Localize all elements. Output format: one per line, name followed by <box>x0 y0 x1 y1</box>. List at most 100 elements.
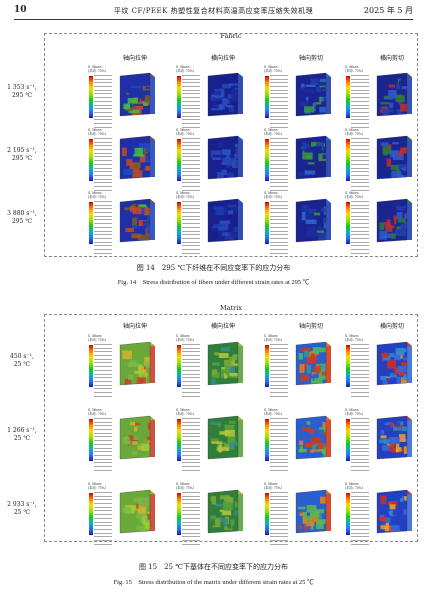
strain-rate-label: 450 s⁻¹, <box>10 353 34 360</box>
legend-ticks <box>182 75 200 130</box>
fig14-column-header: 横向拉伸 <box>210 55 235 62</box>
legend-title: S, Mises <box>176 191 190 195</box>
legend-colorbar <box>177 345 181 387</box>
stress-legend: S, Mises (平均: 75%) <box>345 191 372 254</box>
legend-subtitle: (平均: 75%) <box>264 337 283 342</box>
fig15-stress-plot: S, Mises (平均: 75%) <box>264 482 337 545</box>
legend-subtitle: (平均: 75%) <box>345 131 364 136</box>
fig14-specimen-contour <box>204 196 246 244</box>
stress-legend: S, Mises (平均: 75%) <box>264 482 291 545</box>
figure-15-caption-en: Fig. 15 Stress distribution of the matri… <box>113 579 314 586</box>
fig15-specimen-contour <box>292 413 334 461</box>
stress-legend: S, Mises (平均: 75%) <box>176 482 203 545</box>
legend-ticks <box>182 418 200 473</box>
temperature-label: 25 ℃ <box>13 509 31 516</box>
legend-ticks <box>351 344 369 399</box>
fig14-stress-plot: S, Mises (平均: 75%) <box>264 128 337 191</box>
figure-15-caption-cn: 图 15 25 ℃下基体在不同应变率下的应力分布 <box>138 563 289 571</box>
legend-colorbar <box>89 139 93 181</box>
fig15-column-header: 轴向拉伸 <box>122 323 147 330</box>
legend-ticks <box>94 492 112 547</box>
figure-15-panel-title: Matrix <box>220 304 242 312</box>
temperature-label: 25 ℃ <box>13 361 31 368</box>
figure-14-caption-cn: 图 14 295 ℃下纤维在不同应变率下的应力分布 <box>136 264 291 272</box>
fig14-specimen-contour <box>116 196 158 244</box>
fig14-row-label: 1 353 s⁻¹, 295 ℃ <box>0 84 44 100</box>
legend-title: S, Mises <box>345 334 359 338</box>
legend-ticks <box>270 138 288 193</box>
legend-ticks <box>351 201 369 256</box>
stress-legend: S, Mises (平均: 75%) <box>88 191 115 254</box>
legend-subtitle: (平均: 75%) <box>88 485 107 490</box>
legend-colorbar <box>346 345 350 387</box>
legend-subtitle: (平均: 75%) <box>88 131 107 136</box>
fig15-stress-plot: S, Mises (平均: 75%) <box>345 482 418 545</box>
stress-legend: S, Mises (平均: 75%) <box>88 482 115 545</box>
legend-subtitle: (平均: 75%) <box>345 337 364 342</box>
fig15-stress-plot: S, Mises (平均: 75%) <box>88 334 161 397</box>
legend-colorbar <box>346 419 350 461</box>
legend-title: S, Mises <box>345 482 359 486</box>
fig14-row-label: 3 880 s⁻¹, 295 ℃ <box>0 210 44 226</box>
legend-title: S, Mises <box>176 128 190 132</box>
legend-ticks <box>270 492 288 547</box>
legend-colorbar <box>89 345 93 387</box>
fig15-row-label: 450 s⁻¹, 25 ℃ <box>0 353 44 369</box>
stress-legend: S, Mises (平均: 75%) <box>88 408 115 471</box>
fig15-specimen-contour <box>116 487 158 535</box>
fig15-specimen-contour <box>292 487 334 535</box>
fig14-stress-plot: S, Mises (平均: 75%) <box>264 191 337 254</box>
figure-14-caption-en: Fig. 14 Stress distribution of fibers un… <box>117 279 310 286</box>
legend-colorbar <box>177 419 181 461</box>
stress-legend: S, Mises (平均: 75%) <box>264 334 291 397</box>
legend-ticks <box>270 75 288 130</box>
fig14-column-header: 横向剪切 <box>379 55 404 62</box>
fig15-specimen-contour <box>373 413 415 461</box>
fig15-specimen-contour <box>373 339 415 387</box>
fig15-column-header: 横向剪切 <box>379 323 404 330</box>
fig15-specimen-contour <box>204 487 246 535</box>
legend-subtitle: (平均: 75%) <box>88 411 107 416</box>
legend-ticks <box>270 344 288 399</box>
legend-title: S, Mises <box>264 334 278 338</box>
legend-ticks <box>351 418 369 473</box>
fig14-stress-plot: S, Mises (平均: 75%) <box>345 65 418 128</box>
legend-colorbar <box>89 76 93 118</box>
fig15-specimen-contour <box>204 339 246 387</box>
header-rule <box>14 19 413 20</box>
legend-title: S, Mises <box>264 191 278 195</box>
fig15-column-header: 横向拉伸 <box>210 323 235 330</box>
legend-subtitle: (平均: 75%) <box>264 411 283 416</box>
page-number: 10 <box>14 5 27 15</box>
legend-title: S, Mises <box>176 408 190 412</box>
legend-colorbar <box>346 493 350 535</box>
legend-colorbar <box>265 493 269 535</box>
strain-rate-label: 1 353 s⁻¹, <box>7 84 37 91</box>
figure-14-panel: Fabric <box>44 32 418 257</box>
fig14-specimen-contour <box>204 70 246 118</box>
legend-subtitle: (平均: 75%) <box>176 337 195 342</box>
legend-ticks <box>94 75 112 130</box>
fig15-stress-plot: S, Mises (平均: 75%) <box>88 408 161 471</box>
stress-legend: S, Mises (平均: 75%) <box>88 334 115 397</box>
fig15-stress-plot: S, Mises (平均: 75%) <box>88 482 161 545</box>
fig14-specimen-contour <box>373 133 415 181</box>
stress-legend: S, Mises (平均: 75%) <box>345 482 372 545</box>
legend-ticks <box>94 344 112 399</box>
stress-legend: S, Mises (平均: 75%) <box>88 128 115 191</box>
legend-colorbar <box>177 493 181 535</box>
fig14-stress-plot: S, Mises (平均: 75%) <box>176 128 249 191</box>
fig15-stress-plot: S, Mises (平均: 75%) <box>264 408 337 471</box>
fig14-stress-plot: S, Mises (平均: 75%) <box>88 128 161 191</box>
legend-subtitle: (平均: 75%) <box>264 68 283 73</box>
temperature-label: 295 ℃ <box>11 155 33 162</box>
stress-legend: S, Mises (平均: 75%) <box>88 65 115 128</box>
stress-legend: S, Mises (平均: 75%) <box>176 334 203 397</box>
fig15-stress-plot: S, Mises (平均: 75%) <box>345 334 418 397</box>
stress-legend: S, Mises (平均: 75%) <box>264 191 291 254</box>
legend-subtitle: (平均: 75%) <box>345 68 364 73</box>
figure-14-panel-title: Fabric <box>220 32 242 40</box>
legend-subtitle: (平均: 75%) <box>264 194 283 199</box>
fig15-row-label: 1 266 s⁻¹, 25 ℃ <box>0 427 44 443</box>
legend-title: S, Mises <box>176 65 190 69</box>
